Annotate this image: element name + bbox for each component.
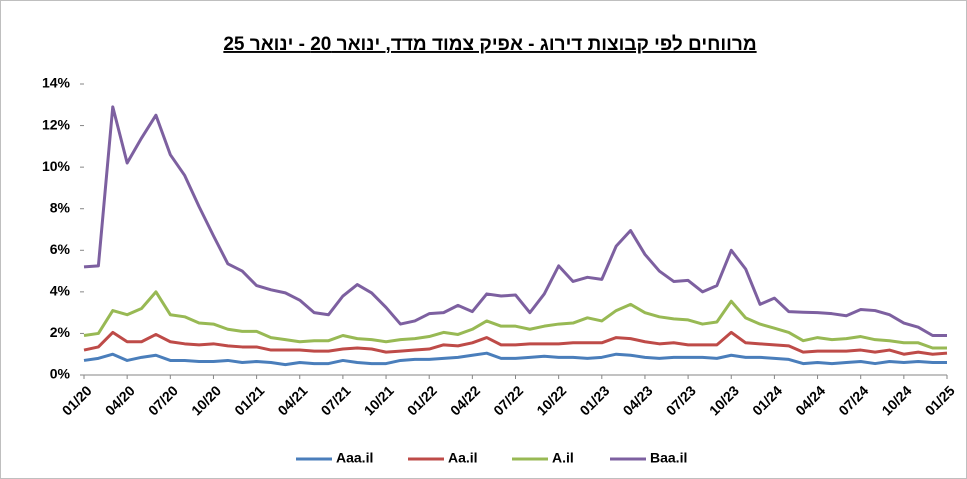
y-tick-label: 6% — [50, 241, 71, 257]
legend-label: Aa.il — [448, 450, 478, 466]
series-line — [83, 105, 947, 338]
y-tick-label: 8% — [50, 199, 71, 215]
y-tick-label: 2% — [50, 324, 71, 340]
series-line — [83, 290, 947, 350]
y-tick-label: 10% — [42, 158, 71, 174]
series-line — [83, 351, 947, 367]
series-line — [83, 330, 948, 356]
legend-label: Baa.il — [650, 450, 687, 466]
y-tick-label: 4% — [50, 283, 71, 299]
y-tick-label: 0% — [50, 366, 71, 382]
y-tick-label: 12% — [42, 116, 71, 132]
legend-label: A.il — [552, 450, 574, 466]
legend-label: Aaa.il — [336, 450, 373, 466]
y-tick-label: 14% — [42, 75, 71, 91]
chart-title: מרווחים לפי קבוצות דירוג - אפיק צמוד מדד… — [223, 34, 756, 55]
